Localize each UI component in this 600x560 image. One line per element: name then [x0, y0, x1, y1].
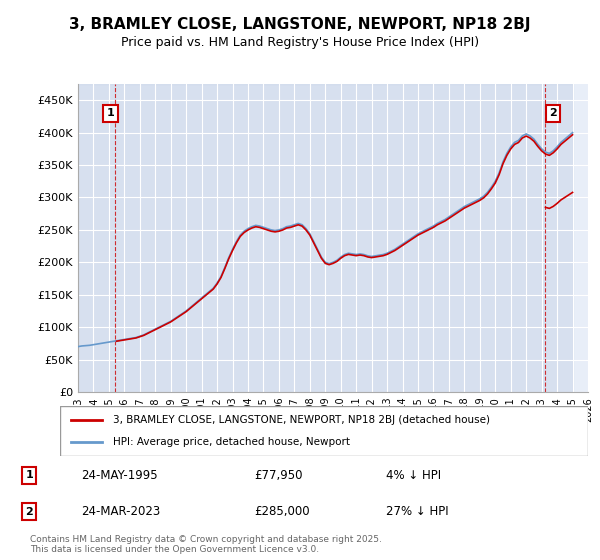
Text: 3, BRAMLEY CLOSE, LANGSTONE, NEWPORT, NP18 2BJ: 3, BRAMLEY CLOSE, LANGSTONE, NEWPORT, NP… [69, 17, 531, 32]
FancyBboxPatch shape [60, 406, 588, 456]
Text: 3, BRAMLEY CLOSE, LANGSTONE, NEWPORT, NP18 2BJ (detached house): 3, BRAMLEY CLOSE, LANGSTONE, NEWPORT, NP… [113, 415, 490, 425]
Text: £77,950: £77,950 [254, 469, 302, 482]
Text: 1: 1 [25, 470, 33, 480]
Text: 2: 2 [25, 507, 33, 517]
Text: 24-MAY-1995: 24-MAY-1995 [81, 469, 158, 482]
Text: Contains HM Land Registry data © Crown copyright and database right 2025.
This d: Contains HM Land Registry data © Crown c… [30, 535, 382, 554]
Text: 1: 1 [107, 108, 115, 118]
Text: HPI: Average price, detached house, Newport: HPI: Average price, detached house, Newp… [113, 437, 350, 447]
Text: 27% ↓ HPI: 27% ↓ HPI [386, 505, 449, 518]
Text: Price paid vs. HM Land Registry's House Price Index (HPI): Price paid vs. HM Land Registry's House … [121, 36, 479, 49]
Text: 24-MAR-2023: 24-MAR-2023 [81, 505, 160, 518]
Text: 4% ↓ HPI: 4% ↓ HPI [386, 469, 442, 482]
Text: 2: 2 [549, 108, 557, 118]
Text: £285,000: £285,000 [254, 505, 310, 518]
